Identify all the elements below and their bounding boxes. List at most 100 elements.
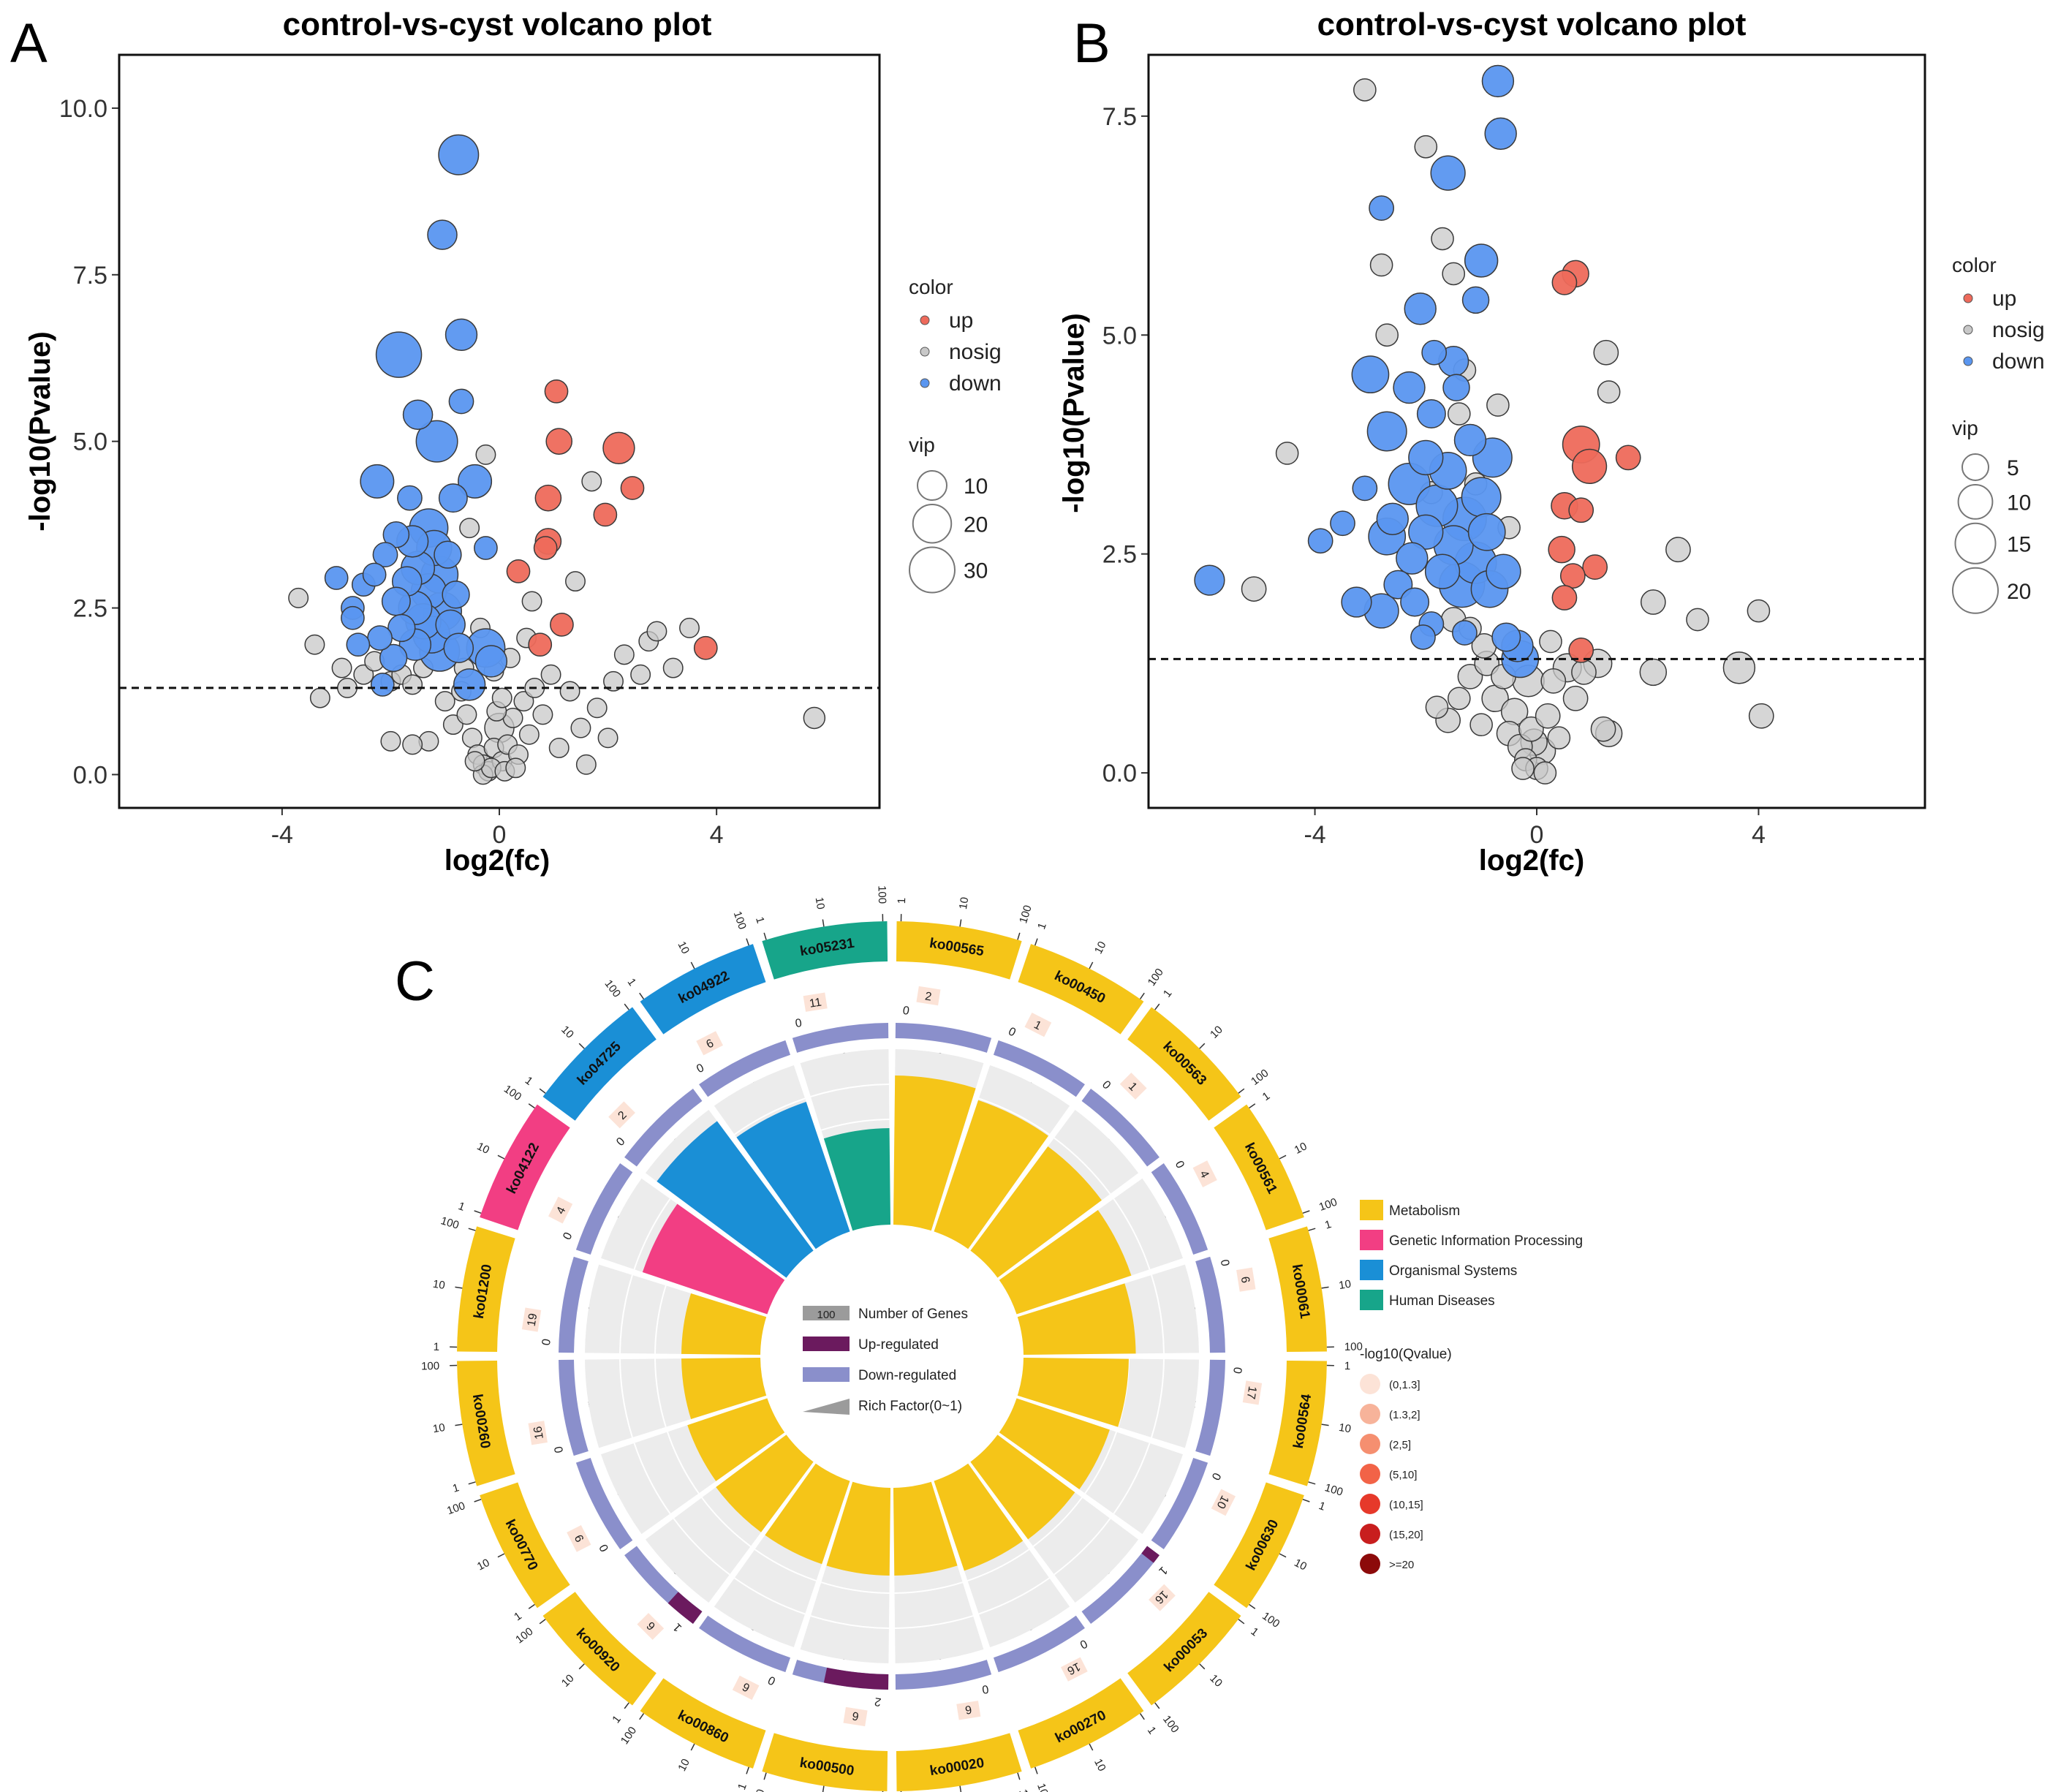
category-legend-label: Organismal Systems bbox=[1389, 1263, 1517, 1279]
panel-a-legend: color up nosig down vip 10 20 30 bbox=[909, 276, 1002, 594]
data-point-nosig bbox=[1540, 668, 1567, 694]
data-point-down bbox=[1396, 542, 1429, 575]
data-point-down bbox=[1467, 513, 1506, 551]
data-point-nosig bbox=[353, 664, 374, 685]
data-point-down bbox=[1484, 117, 1517, 150]
bg-count-badge bbox=[732, 1675, 760, 1701]
rich-grid-line bbox=[1053, 1137, 1111, 1195]
rich-grid-line bbox=[810, 1615, 889, 1629]
category-legend-swatch bbox=[1360, 1230, 1383, 1250]
panel-b-ylabel: -log10(Pvalue) bbox=[1058, 313, 1090, 513]
outer-tick-label: 100 bbox=[1344, 1340, 1363, 1353]
data-point-up bbox=[693, 635, 718, 660]
data-point-nosig bbox=[1547, 726, 1571, 750]
data-point-down bbox=[438, 134, 480, 175]
down-regulated-bar bbox=[993, 1040, 1085, 1097]
rich-grid-line bbox=[1151, 1359, 1165, 1438]
data-point-down bbox=[438, 483, 468, 513]
rich-factor-bar bbox=[716, 1434, 814, 1532]
data-point-down bbox=[1421, 339, 1448, 366]
up-regulated-bar bbox=[823, 1667, 889, 1690]
legend-size-title: vip bbox=[1952, 417, 1978, 439]
data-point-nosig bbox=[1722, 651, 1756, 684]
outer-tick bbox=[690, 1743, 695, 1751]
data-point-down bbox=[415, 420, 458, 463]
sector-band bbox=[1127, 1007, 1241, 1121]
legend-color-label: down bbox=[949, 371, 1002, 396]
data-point-nosig bbox=[630, 664, 651, 685]
data-point-down bbox=[341, 605, 365, 630]
bg-count-badge bbox=[567, 1524, 591, 1552]
rich-grid-line bbox=[654, 1358, 667, 1428]
panel-c: C ko00565110100202ko00450110100101ko0056… bbox=[395, 885, 1583, 1792]
rich-factor-bar bbox=[642, 1203, 785, 1315]
data-point-nosig bbox=[518, 724, 540, 745]
data-point-nosig bbox=[304, 634, 325, 655]
data-point-down bbox=[1341, 586, 1372, 618]
outer-tick-label: 10 bbox=[1338, 1278, 1352, 1292]
y-tick-label: 7.5 bbox=[73, 262, 107, 290]
data-point-nosig bbox=[679, 617, 700, 638]
outer-tick bbox=[1279, 1553, 1287, 1558]
data-point-down bbox=[402, 399, 434, 430]
bg-count-badge bbox=[637, 1613, 665, 1640]
rich-factor-bar bbox=[681, 1293, 767, 1356]
data-point-down bbox=[1442, 374, 1470, 401]
qvalue-legend-label: (5,10] bbox=[1389, 1469, 1417, 1481]
data-point-down bbox=[1491, 622, 1521, 652]
outer-tick bbox=[1034, 1766, 1038, 1774]
track-legend-swatch-text: 100 bbox=[817, 1309, 835, 1321]
data-point-nosig bbox=[1353, 78, 1377, 102]
bg-count-label: 19 bbox=[526, 1312, 540, 1327]
data-point-up bbox=[602, 431, 635, 464]
data-point-nosig bbox=[586, 697, 608, 719]
bg-count-badge bbox=[528, 1421, 548, 1445]
outer-tick-label: 100 bbox=[1323, 1481, 1344, 1499]
data-point-down bbox=[1461, 286, 1490, 314]
data-point-down bbox=[346, 632, 371, 657]
bg-count-badge bbox=[1024, 1012, 1052, 1037]
up-count-label: 2 bbox=[874, 1695, 882, 1708]
outer-tick-label: 10 bbox=[1338, 1421, 1352, 1435]
data-point-nosig bbox=[1369, 253, 1393, 277]
outer-tick-label: 10 bbox=[1292, 1557, 1309, 1573]
bg-count-badge bbox=[1236, 1267, 1256, 1292]
outer-tick bbox=[959, 919, 962, 927]
rich-grid-line bbox=[619, 1274, 633, 1353]
x-tick-label: 4 bbox=[710, 821, 724, 849]
data-point-up bbox=[1559, 563, 1586, 589]
track-legend-label: Rich Factor(0~1) bbox=[858, 1399, 962, 1414]
data-point-down bbox=[387, 613, 416, 643]
outer-tick-label: 10 bbox=[432, 1278, 446, 1292]
data-point-up bbox=[1568, 638, 1594, 663]
data-point-nosig bbox=[1275, 442, 1299, 465]
legend-color-swatch bbox=[920, 347, 930, 357]
data-point-up bbox=[533, 536, 558, 560]
data-point-nosig bbox=[491, 687, 512, 708]
data-point-down bbox=[1486, 553, 1521, 589]
outer-tick bbox=[528, 1103, 535, 1109]
outer-tick-label: 10 bbox=[813, 896, 827, 910]
data-point-nosig bbox=[1533, 761, 1557, 785]
legend-color-swatch bbox=[1963, 325, 1973, 335]
data-point-nosig bbox=[1241, 576, 1267, 602]
data-point-up bbox=[1551, 585, 1578, 610]
track-legend-label: Number of Genes bbox=[858, 1307, 968, 1322]
down-regulated-bar bbox=[1151, 1163, 1208, 1255]
down-regulated-bar bbox=[1151, 1457, 1208, 1549]
data-point-down bbox=[360, 464, 395, 499]
outer-tick-label: 10 bbox=[957, 896, 971, 910]
up-count-label: 0 bbox=[981, 1682, 990, 1695]
data-point-nosig bbox=[662, 657, 684, 678]
data-point-down bbox=[1410, 624, 1436, 650]
category-legend-label: Genetic Information Processing bbox=[1389, 1233, 1583, 1249]
data-point-nosig bbox=[1640, 589, 1666, 615]
data-point-up bbox=[528, 632, 553, 657]
data-point-nosig bbox=[548, 737, 570, 758]
rich-factor-bar bbox=[970, 1434, 1075, 1540]
rich-grid-line bbox=[894, 1581, 964, 1594]
rich-grid-line bbox=[667, 1432, 700, 1494]
down-regulated-bar bbox=[1081, 1546, 1159, 1624]
down-regulated-bar bbox=[1195, 1256, 1225, 1353]
